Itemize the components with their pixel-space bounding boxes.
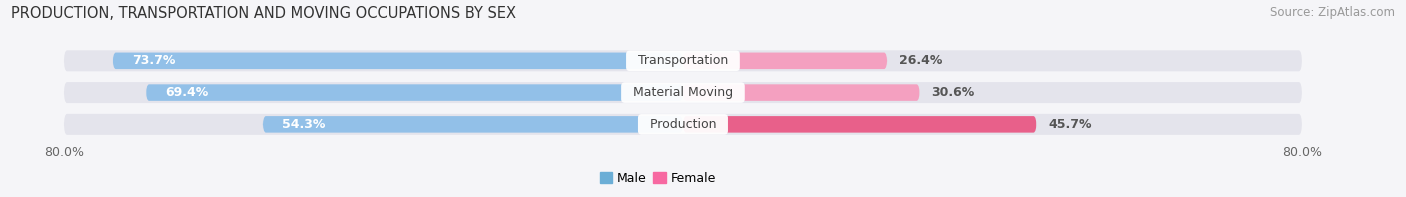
Text: 73.7%: 73.7% [132, 54, 176, 67]
FancyBboxPatch shape [683, 84, 920, 101]
Text: 69.4%: 69.4% [166, 86, 208, 99]
Text: 30.6%: 30.6% [931, 86, 974, 99]
FancyBboxPatch shape [65, 82, 1302, 103]
Text: PRODUCTION, TRANSPORTATION AND MOVING OCCUPATIONS BY SEX: PRODUCTION, TRANSPORTATION AND MOVING OC… [11, 6, 516, 21]
Text: Source: ZipAtlas.com: Source: ZipAtlas.com [1270, 6, 1395, 19]
Text: 45.7%: 45.7% [1047, 118, 1091, 131]
Text: 26.4%: 26.4% [898, 54, 942, 67]
Text: Material Moving: Material Moving [624, 86, 741, 99]
Text: Transportation: Transportation [630, 54, 737, 67]
Text: 54.3%: 54.3% [283, 118, 326, 131]
FancyBboxPatch shape [146, 84, 683, 101]
FancyBboxPatch shape [65, 114, 1302, 135]
Text: Production: Production [641, 118, 724, 131]
FancyBboxPatch shape [65, 50, 1302, 71]
FancyBboxPatch shape [263, 116, 683, 133]
Legend: Male, Female: Male, Female [595, 167, 721, 190]
FancyBboxPatch shape [683, 116, 1036, 133]
FancyBboxPatch shape [112, 53, 683, 69]
FancyBboxPatch shape [683, 53, 887, 69]
